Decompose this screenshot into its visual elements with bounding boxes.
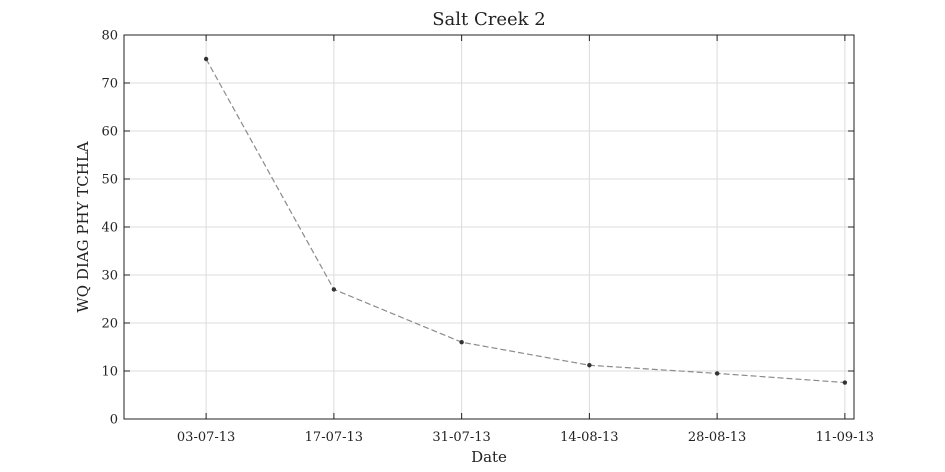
chart-title: Salt Creek 2 <box>432 9 546 30</box>
grid-lines <box>124 34 854 420</box>
data-point <box>587 363 592 368</box>
y-tick-label: 50 <box>101 173 118 188</box>
y-tick-label: 80 <box>101 29 118 44</box>
x-tick-label: 28-08-13 <box>688 430 746 445</box>
data-point <box>331 287 337 292</box>
x-tick-label: 31-07-13 <box>432 430 490 445</box>
y-tick-label: 30 <box>101 269 118 284</box>
x-tick-label: 11-09-13 <box>816 430 874 445</box>
data-point <box>203 56 209 62</box>
y-tick-label: 60 <box>101 125 118 140</box>
y-tick-label: 70 <box>101 77 118 92</box>
series-line <box>205 58 845 384</box>
x-tick-label: 17-07-13 <box>305 430 363 445</box>
series-layer <box>203 56 848 385</box>
axis-ticks: 0 10 20 30 40 50 60 70 80 03-07-13 17-07-13 31-07-1… <box>101 29 874 446</box>
y-tick-label: 0 <box>110 413 118 428</box>
y-axis-title: WQ DIAG PHY TCHLA <box>74 141 92 312</box>
data-point <box>714 371 720 376</box>
x-tick-label: 03-07-13 <box>177 430 235 445</box>
y-tick-label: 40 <box>101 221 118 236</box>
y-tick-label: 10 <box>101 365 118 380</box>
data-point <box>459 340 464 345</box>
y-tick-label: 20 <box>101 317 118 332</box>
data-point <box>842 380 848 385</box>
x-tick-label: 14-08-13 <box>560 430 618 445</box>
x-axis-title: Date <box>471 448 507 466</box>
